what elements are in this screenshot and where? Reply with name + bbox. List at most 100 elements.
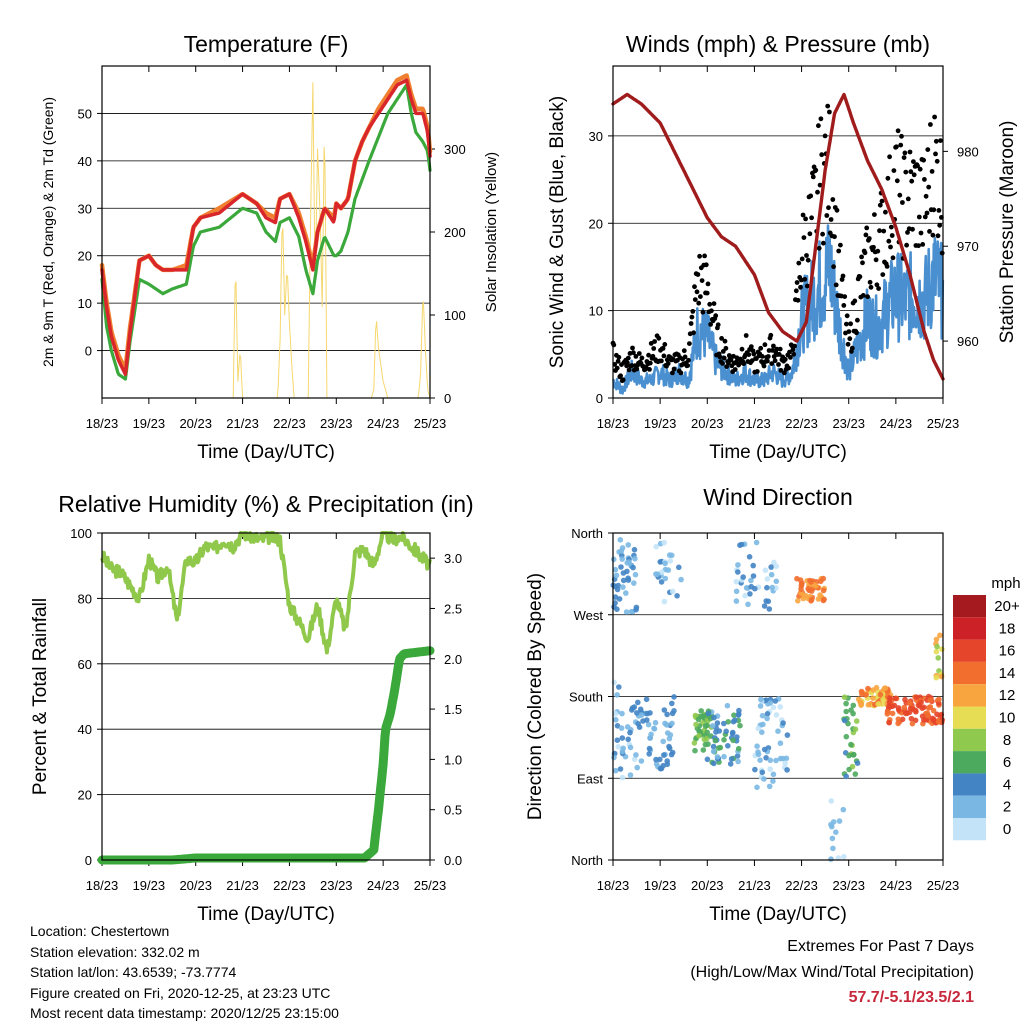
- y-axis-label-left: Sonic Wind & Gust (Blue, Black): [547, 96, 568, 368]
- gust-point: [936, 208, 942, 213]
- direction-point: [735, 562, 741, 568]
- direction-point: [734, 734, 740, 740]
- direction-point: [875, 701, 882, 707]
- x-tick-label: 24/23: [367, 416, 400, 431]
- gust-point: [897, 192, 903, 198]
- direction-point: [795, 598, 801, 604]
- gust-point: [911, 159, 916, 165]
- gust-point: [703, 262, 709, 268]
- latlon-text: Station lat/lon: 43.6539; -73.7774: [30, 964, 237, 980]
- direction-point: [813, 583, 819, 589]
- gust-point: [800, 212, 806, 218]
- legend-label: 10: [999, 710, 1016, 727]
- gust-point: [769, 361, 775, 366]
- gust-point: [647, 360, 653, 366]
- direction-point: [773, 712, 780, 718]
- gust-point: [845, 341, 851, 347]
- direction-point: [704, 729, 710, 736]
- direction-point: [830, 845, 836, 852]
- gust-point: [728, 357, 734, 363]
- gust-point: [860, 293, 866, 298]
- plot-frame: [101, 532, 431, 861]
- gust-point: [711, 301, 717, 306]
- direction-point: [886, 699, 893, 705]
- direction-point: [884, 711, 891, 717]
- x-tick-label: 21/23: [226, 416, 259, 431]
- direction-point: [925, 712, 931, 719]
- direction-point: [740, 574, 746, 580]
- gust-point: [720, 361, 725, 366]
- direction-point: [870, 687, 877, 693]
- y-right-tick-label: 2.0: [444, 652, 462, 667]
- rh-line: [100, 531, 432, 655]
- x-axis-label: Time (Day/UTC): [197, 904, 335, 925]
- direction-point: [764, 584, 770, 591]
- legend-swatch: [953, 639, 986, 662]
- direction-point: [818, 578, 824, 585]
- gust-point: [687, 341, 692, 346]
- direction-point: [723, 728, 729, 735]
- direction-point: [711, 714, 717, 721]
- direction-point: [660, 762, 666, 769]
- gust-point: [751, 351, 757, 357]
- direction-point: [721, 720, 727, 727]
- direction-point: [759, 712, 766, 719]
- direction-point: [909, 720, 916, 727]
- direction-point: [892, 695, 899, 702]
- gust-point: [824, 213, 830, 218]
- gust-point: [894, 144, 899, 150]
- direction-point: [936, 700, 942, 707]
- gust-point: [804, 253, 809, 258]
- gust-point: [801, 235, 807, 241]
- gust-point: [886, 238, 892, 244]
- direction-point: [800, 595, 807, 602]
- gust-point: [865, 294, 870, 300]
- y-tick-label: 30: [589, 129, 603, 144]
- gust-point: [721, 355, 727, 361]
- x-tick-label: 18/23: [597, 416, 630, 431]
- chart-panel-1: Winds (mph) & Pressure (mb) 0 10 20 30 960 970…: [547, 31, 1018, 463]
- direction-point: [759, 769, 766, 776]
- legend-label: 16: [999, 643, 1016, 660]
- direction-point: [666, 743, 672, 750]
- direction-point: [937, 632, 943, 639]
- x-tick-label: 21/23: [738, 416, 771, 431]
- direction-point: [918, 699, 924, 706]
- gust-point: [885, 175, 891, 181]
- gust-point: [818, 116, 824, 122]
- y-tick-label: West: [574, 608, 604, 623]
- direction-point: [784, 767, 790, 773]
- direction-point: [784, 732, 791, 738]
- gust-point: [828, 217, 834, 222]
- gust-point: [719, 336, 724, 341]
- direction-point: [710, 748, 717, 755]
- gust-point: [868, 284, 874, 290]
- direction-point: [698, 708, 704, 714]
- location-text: Location: Chestertown: [30, 923, 170, 939]
- gust-point: [631, 350, 636, 356]
- gust-point: [723, 345, 729, 351]
- gust-point: [935, 233, 941, 239]
- direction-point: [661, 752, 667, 758]
- direction-point: [652, 719, 659, 726]
- temp-9m-line: [99, 73, 433, 372]
- gust-point: [696, 300, 702, 306]
- direction-point: [674, 593, 680, 599]
- x-tick-label: 20/23: [691, 878, 724, 893]
- x-tick-label: 22/23: [273, 416, 306, 431]
- direction-point: [761, 746, 768, 753]
- plot-frame: [612, 65, 944, 399]
- y-tick-label: 10: [78, 296, 92, 311]
- gust-point: [911, 172, 917, 178]
- direction-point: [767, 766, 773, 772]
- gust-point: [860, 260, 865, 266]
- gust-point: [884, 264, 890, 269]
- gust-point: [778, 368, 784, 373]
- gust-point: [931, 207, 937, 213]
- gust-point: [761, 363, 767, 369]
- gust-point: [928, 122, 933, 127]
- gust-point: [692, 297, 698, 302]
- y-right-tick-label: 1.0: [444, 752, 462, 767]
- gust-point: [929, 169, 935, 174]
- gust-point: [690, 309, 696, 314]
